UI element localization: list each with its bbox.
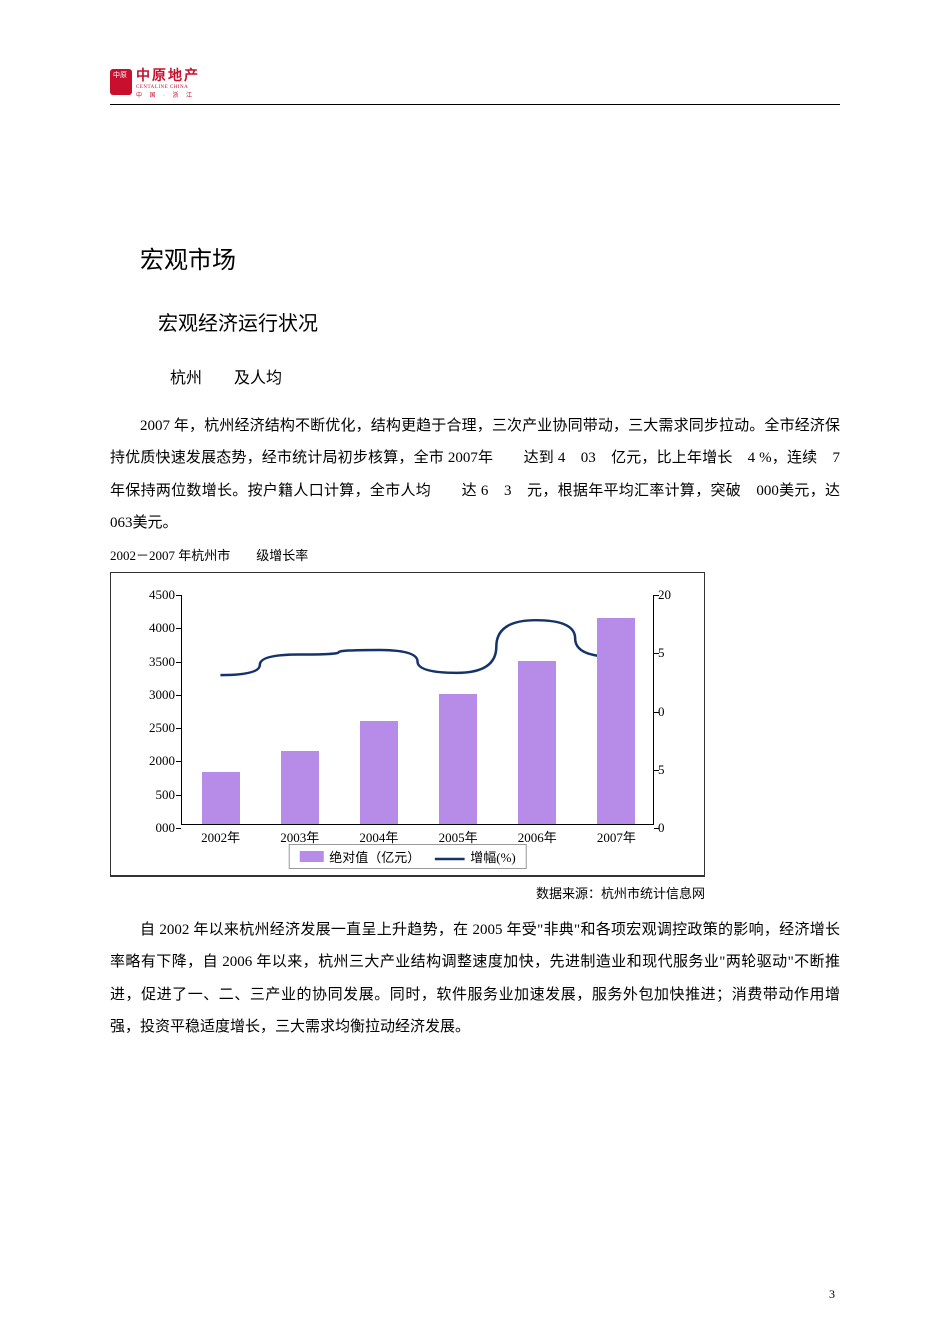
legend-line-swatch-icon	[434, 852, 464, 862]
y-left-tick-label: 3500	[133, 654, 175, 670]
y-left-tick-mark	[176, 695, 181, 696]
y-right-tick-mark	[654, 653, 659, 654]
y-left-tick-label: 000	[133, 820, 175, 836]
heading-level-1: 宏观市场	[140, 240, 840, 275]
y-right-tick-mark	[654, 595, 659, 596]
legend-line-item: 增幅(%)	[434, 847, 516, 866]
page-number: 3	[829, 1287, 835, 1302]
y-left-tick-mark	[176, 595, 181, 596]
y-right-tick-mark	[654, 828, 659, 829]
heading-level-2: 宏观经济运行状况	[158, 307, 840, 336]
y-left-tick-label: 4000	[133, 620, 175, 636]
legend-line-label: 增幅(%)	[470, 847, 516, 866]
y-left-tick-label: 2000	[133, 753, 175, 769]
chart-source: 数据来源：杭州市统计信息网	[110, 883, 705, 902]
paragraph-2: 自 2002 年以来杭州经济发展一直呈上升趋势，在 2005 年受"非典"和各项…	[110, 914, 840, 1043]
y-left-tick-label: 2500	[133, 720, 175, 736]
y-left-tick-mark	[176, 662, 181, 663]
y-right-tick-label: 5	[658, 645, 686, 661]
y-left-tick-mark	[176, 761, 181, 762]
gdp-growth-chart: 2002年2003年2004年2005年2006年2007年 绝对值（亿元） 增…	[110, 572, 705, 877]
y-right-tick-mark	[654, 770, 659, 771]
y-right-tick-label: 20	[658, 587, 686, 603]
logo-badge-icon	[110, 69, 132, 95]
y-right-tick-label: 0	[658, 820, 686, 836]
chart-line-svg	[181, 595, 654, 824]
x-axis-label: 2007年	[586, 827, 646, 846]
y-left-tick-mark	[176, 728, 181, 729]
chart-plot-area: 2002年2003年2004年2005年2006年2007年	[181, 595, 654, 825]
y-left-tick-label: 500	[133, 787, 175, 803]
y-left-tick-mark	[176, 795, 181, 796]
y-left-tick-label: 4500	[133, 587, 175, 603]
chart-bar	[439, 694, 477, 824]
chart-caption: 2002－2007 年杭州市 级增长率	[110, 545, 840, 564]
logo: 中原地产 CENTALINE CHINA 中 国 · 浙 江	[110, 65, 200, 99]
logo-main-text: 中原地产	[136, 65, 200, 85]
y-right-tick-mark	[654, 712, 659, 713]
main-content: 宏观市场 宏观经济运行状况 杭州 及人均 2007 年，杭州经济结构不断优化，结…	[110, 240, 840, 1043]
paragraph-1: 2007 年，杭州经济结构不断优化，结构更趋于合理，三次产业协同带动，三大需求同…	[110, 410, 840, 539]
y-right-tick-label: 0	[658, 704, 686, 720]
chart-bar	[360, 721, 398, 824]
chart-bar	[281, 751, 319, 824]
y-left-tick-mark	[176, 628, 181, 629]
legend-bar-label: 绝对值（亿元）	[329, 847, 420, 866]
y-left-tick-label: 3000	[133, 687, 175, 703]
y-right-tick-label: 5	[658, 762, 686, 778]
chart-bar	[518, 661, 556, 824]
heading-level-3: 杭州 及人均	[170, 364, 840, 388]
chart-bar	[597, 618, 635, 824]
chart-bar	[202, 772, 240, 824]
legend-bar-item: 绝对值（亿元）	[299, 847, 420, 866]
logo-subtitle-2: 中 国 · 浙 江	[136, 90, 200, 99]
y-left-tick-mark	[176, 828, 181, 829]
chart-legend: 绝对值（亿元） 增幅(%)	[288, 844, 527, 869]
x-axis-label: 2002年	[191, 827, 251, 846]
legend-bar-swatch-icon	[299, 851, 323, 862]
header-divider	[110, 104, 840, 105]
